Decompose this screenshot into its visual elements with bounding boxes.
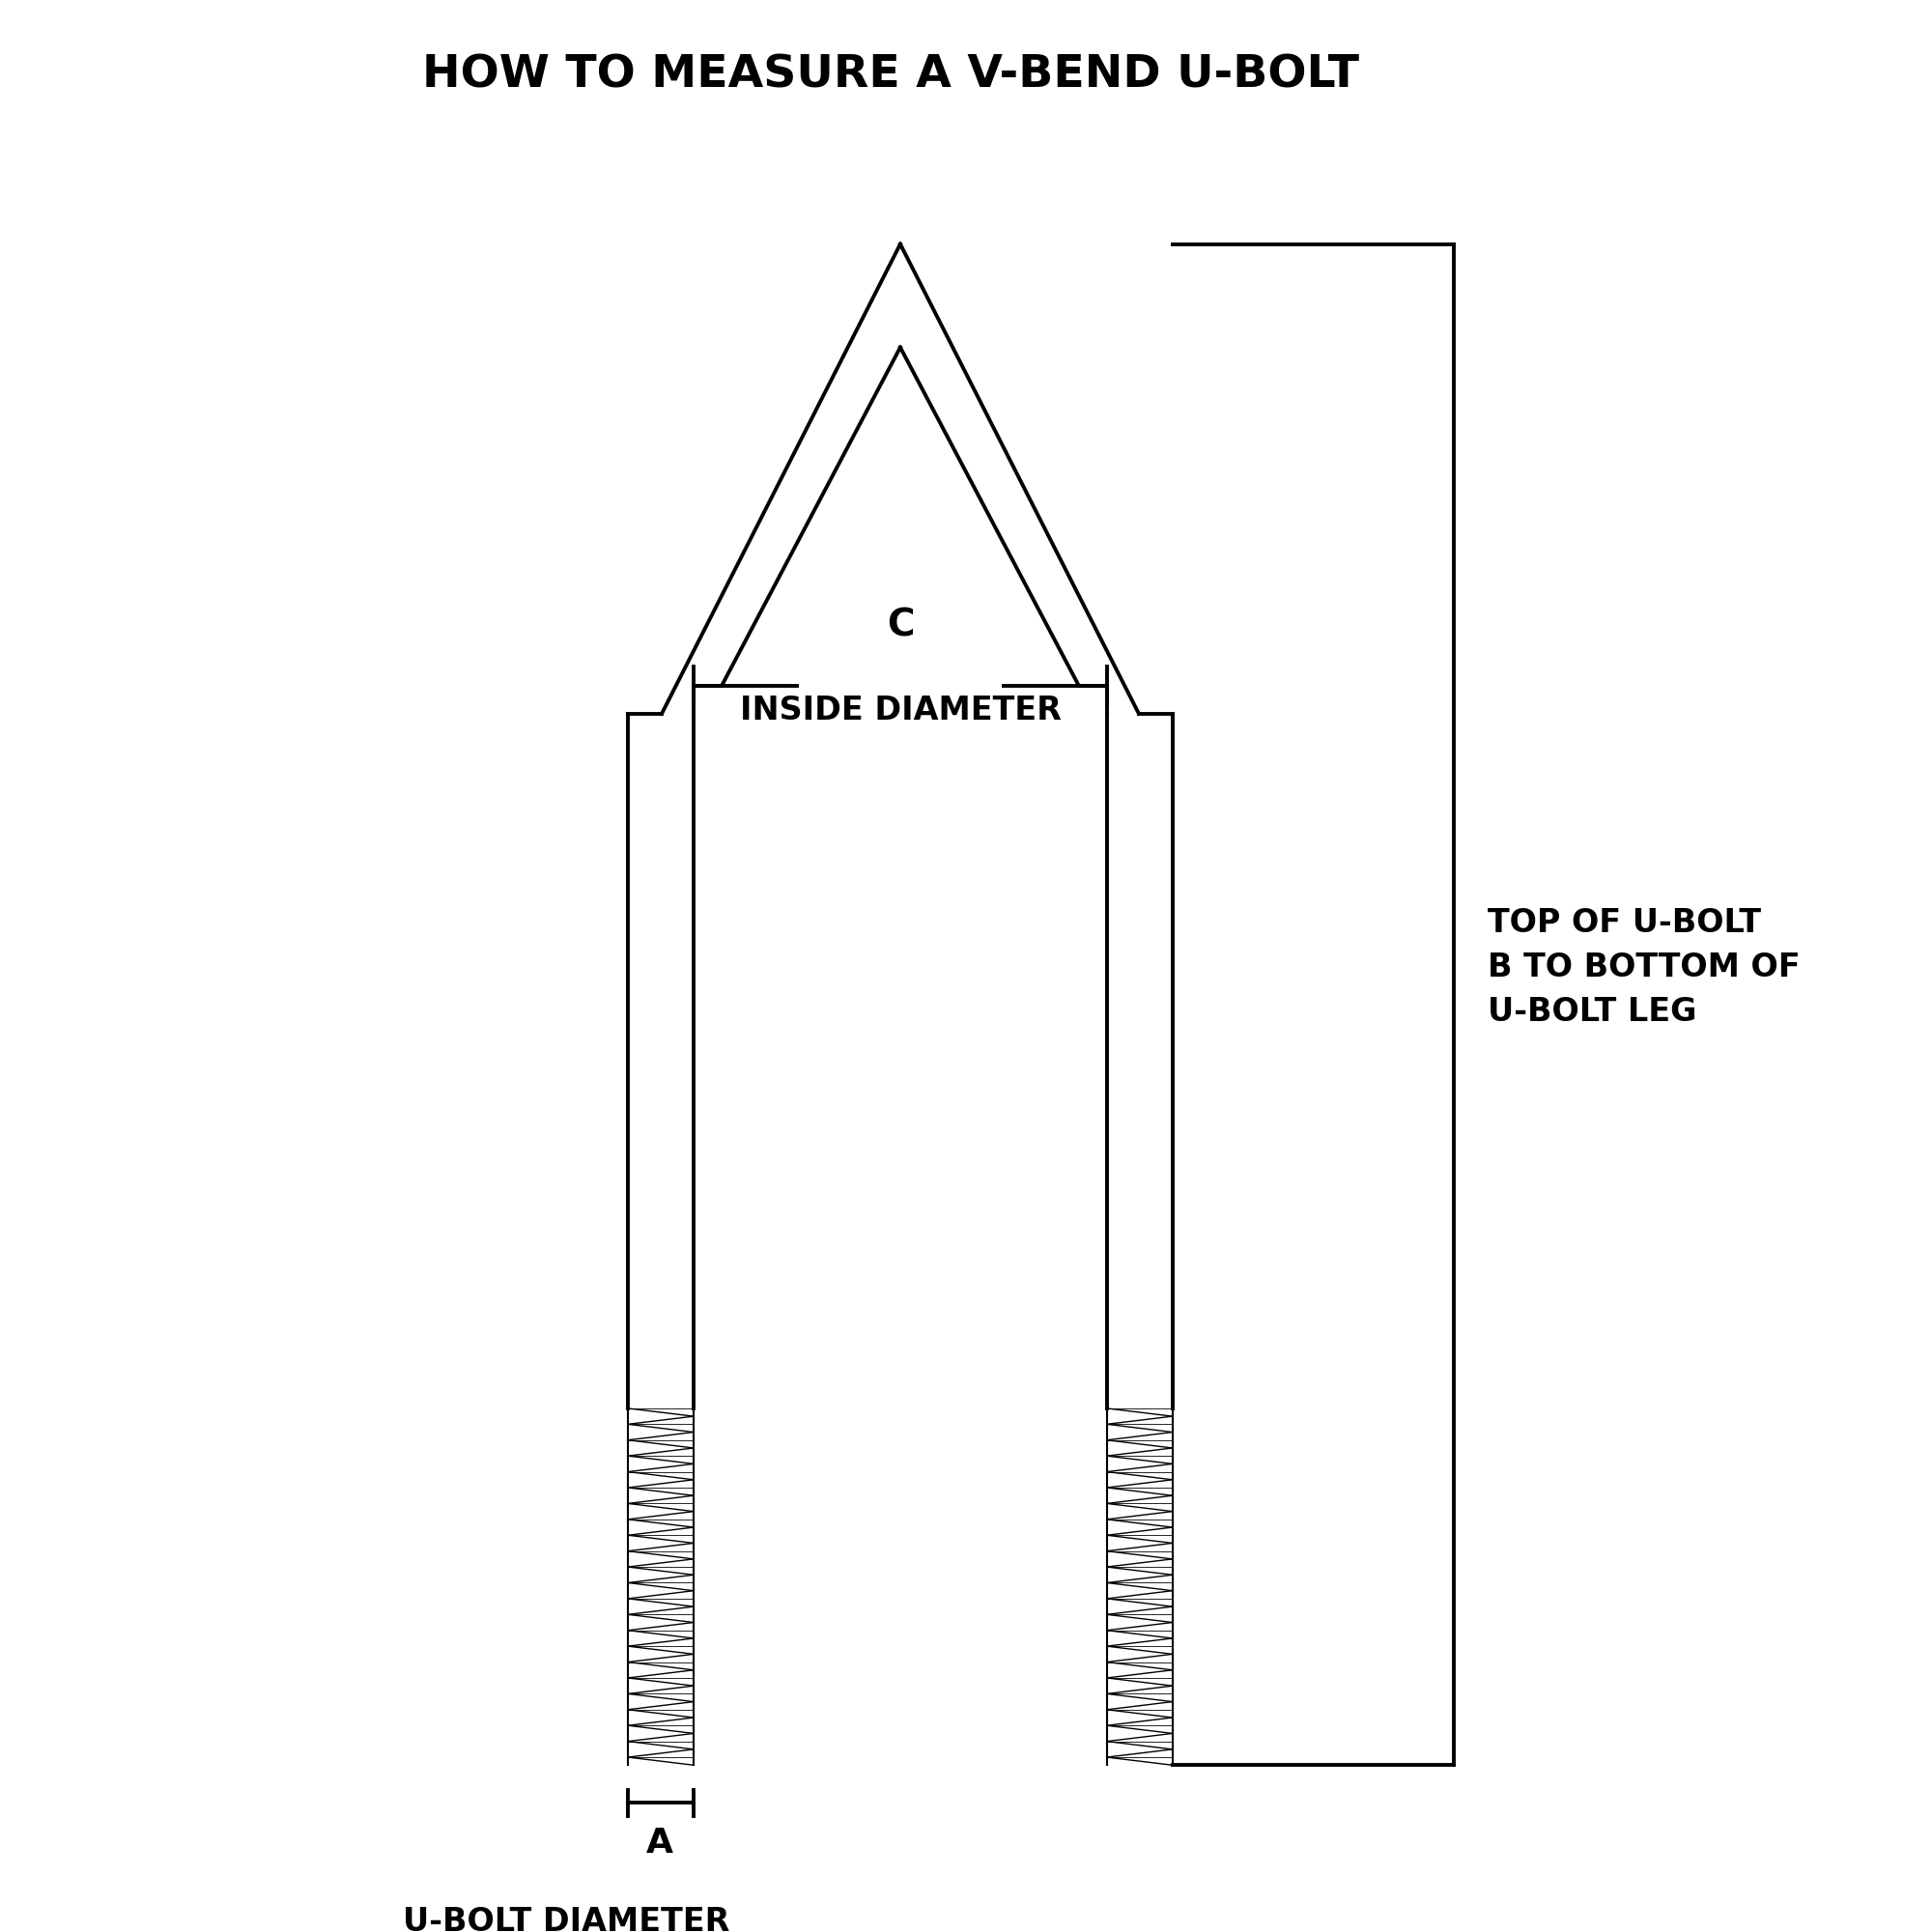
Text: INSIDE DIAMETER: INSIDE DIAMETER bbox=[740, 696, 1061, 726]
Text: U-BOLT DIAMETER: U-BOLT DIAMETER bbox=[402, 1907, 730, 1932]
Text: TOP OF U-BOLT
B TO BOTTOM OF
U-BOLT LEG: TOP OF U-BOLT B TO BOTTOM OF U-BOLT LEG bbox=[1488, 906, 1801, 1028]
Text: A: A bbox=[647, 1828, 674, 1861]
Text: HOW TO MEASURE A V-BEND U-BOLT: HOW TO MEASURE A V-BEND U-BOLT bbox=[423, 54, 1360, 97]
Text: C: C bbox=[887, 607, 914, 643]
